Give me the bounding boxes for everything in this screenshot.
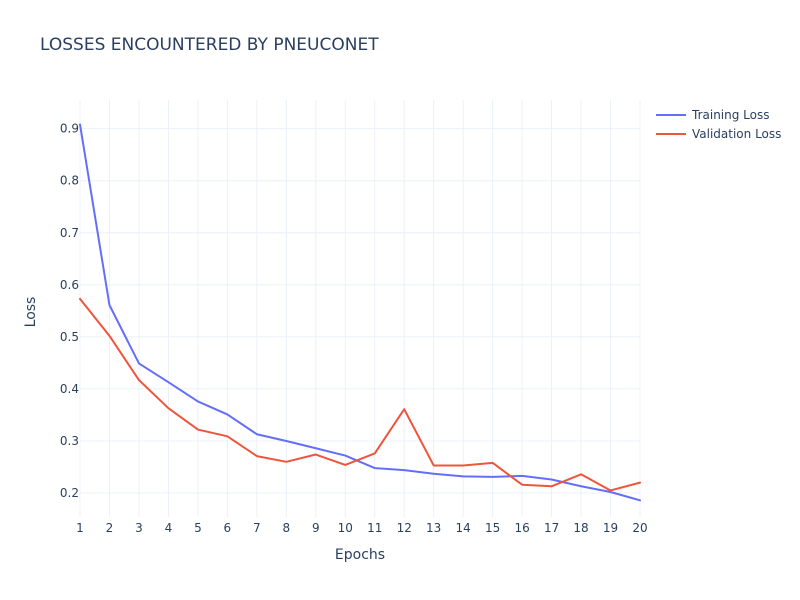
x-tick-label: 10 — [338, 521, 353, 535]
x-tick-label: 11 — [367, 521, 382, 535]
legend-label-training-loss: Training Loss — [691, 108, 769, 122]
x-tick-label: 4 — [165, 521, 173, 535]
x-tick-label: 13 — [426, 521, 441, 535]
legend-item-training-loss[interactable]: Training Loss — [656, 108, 769, 122]
y-axis-title: Loss — [23, 297, 39, 328]
y-tick-label: 0.4 — [60, 382, 79, 396]
legend[interactable]: Training Loss Validation Loss — [656, 108, 781, 141]
x-tick-label: 5 — [194, 521, 202, 535]
x-axis-title: Epochs — [335, 547, 385, 563]
x-tick-label: 9 — [312, 521, 320, 535]
x-tick-label: 12 — [397, 521, 412, 535]
x-tick-label: 6 — [224, 521, 232, 535]
x-tick-label: 2 — [106, 521, 114, 535]
x-tick-label: 15 — [485, 521, 500, 535]
y-tick-label: 0.2 — [60, 486, 79, 500]
chart-title: LOSSES ENCOUNTERED BY PNEUCONET — [40, 35, 379, 55]
x-tick-label: 14 — [456, 521, 471, 535]
x-tick-label: 1 — [76, 521, 84, 535]
y-tick-label: 0.7 — [60, 226, 79, 240]
grid — [79, 100, 641, 517]
x-axis-ticks: 1 2 3 4 5 6 7 8 9 10 11 12 13 14 15 16 17 18 19 20 — [76, 521, 647, 535]
training-loss-line — [79, 123, 641, 502]
x-tick-label: 20 — [632, 521, 647, 535]
validation-loss-line — [79, 297, 641, 492]
y-tick-label: 0.3 — [60, 434, 79, 448]
x-tick-label: 18 — [573, 521, 588, 535]
x-tick-label: 3 — [135, 521, 143, 535]
x-tick-label: 16 — [514, 521, 529, 535]
x-tick-label: 17 — [544, 521, 559, 535]
series-lines — [79, 123, 641, 502]
x-tick-label: 8 — [282, 521, 290, 535]
y-tick-label: 0.8 — [60, 174, 79, 188]
y-axis-ticks: 0.2 0.3 0.4 0.5 0.6 0.7 0.8 0.9 — [60, 122, 79, 500]
y-tick-label: 0.9 — [60, 122, 79, 136]
x-tick-label: 19 — [603, 521, 618, 535]
y-tick-label: 0.6 — [60, 278, 79, 292]
x-tick-label: 7 — [253, 521, 261, 535]
y-tick-label: 0.5 — [60, 330, 79, 344]
legend-label-validation-loss: Validation Loss — [692, 127, 781, 141]
legend-item-validation-loss[interactable]: Validation Loss — [656, 127, 781, 141]
